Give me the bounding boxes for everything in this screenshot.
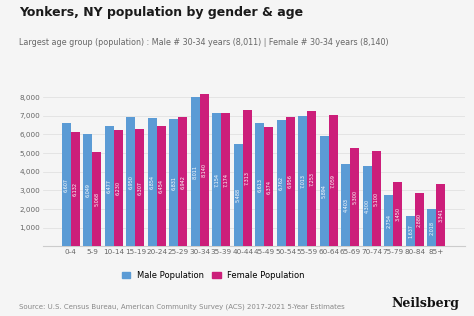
Bar (234, 144, 243, 246)
Bar (157, 126, 166, 246)
Text: 6,049: 6,049 (85, 183, 91, 197)
Bar (62, 123, 71, 246)
Bar (415, 193, 424, 246)
Text: Yonkers, NY population by gender & age: Yonkers, NY population by gender & age (19, 6, 303, 19)
Bar (286, 117, 295, 246)
Text: 6,613: 6,613 (257, 178, 262, 192)
Text: Largest age group (population) : Male # 30-34 years (8,011) | Female # 30-34 yea: Largest age group (population) : Male # … (19, 38, 389, 47)
Text: 6,454: 6,454 (159, 179, 164, 193)
Bar (255, 123, 264, 246)
Bar (350, 148, 359, 246)
Bar (136, 129, 145, 246)
Text: 6,477: 6,477 (107, 179, 112, 193)
Bar (83, 134, 92, 246)
Bar (436, 184, 446, 246)
Text: 6,942: 6,942 (181, 175, 185, 189)
Bar (307, 111, 316, 246)
Text: 4,300: 4,300 (365, 199, 370, 213)
Text: 1,637: 1,637 (408, 224, 413, 238)
Text: 5,894: 5,894 (322, 185, 327, 198)
Text: 7,313: 7,313 (245, 171, 250, 185)
Bar (178, 117, 187, 246)
Bar (148, 118, 157, 246)
Text: 4,403: 4,403 (343, 198, 348, 212)
Text: 2,018: 2,018 (429, 221, 434, 235)
Bar (320, 137, 329, 246)
Text: 7,013: 7,013 (301, 174, 305, 188)
Bar (200, 94, 209, 246)
Legend: Male Population, Female Population: Male Population, Female Population (118, 268, 308, 283)
Text: 3,341: 3,341 (438, 208, 443, 222)
Bar (298, 116, 307, 246)
Text: Source: U.S. Census Bureau, American Community Survey (ACS) 2017-2021 5-Year Est: Source: U.S. Census Bureau, American Com… (19, 303, 345, 310)
Bar (427, 209, 436, 246)
Text: 5,488: 5,488 (236, 188, 241, 202)
Bar (169, 119, 178, 246)
Text: 6,307: 6,307 (137, 181, 142, 195)
Bar (191, 97, 200, 246)
Text: 7,253: 7,253 (310, 172, 314, 186)
Text: 6,607: 6,607 (64, 178, 69, 192)
Text: 2,880: 2,880 (417, 213, 422, 227)
Bar (114, 130, 123, 246)
Bar (105, 125, 114, 246)
Bar (221, 112, 230, 246)
Bar (341, 164, 350, 246)
Text: 2,754: 2,754 (386, 214, 392, 228)
Text: 5,300: 5,300 (352, 190, 357, 204)
Text: 8,140: 8,140 (202, 163, 207, 178)
Text: 5,068: 5,068 (94, 192, 100, 206)
Text: 6,762: 6,762 (279, 176, 284, 190)
Text: 8,011: 8,011 (193, 165, 198, 179)
Text: 6,831: 6,831 (171, 176, 176, 190)
Text: 7,154: 7,154 (214, 173, 219, 187)
Text: Neilsberg: Neilsberg (392, 297, 460, 310)
Bar (71, 132, 80, 246)
Bar (264, 127, 273, 246)
Text: 3,450: 3,450 (395, 207, 401, 221)
Bar (127, 117, 136, 246)
Text: 6,230: 6,230 (116, 181, 121, 195)
Text: 6,854: 6,854 (150, 175, 155, 190)
Bar (393, 182, 402, 246)
Text: 6,132: 6,132 (73, 182, 78, 196)
Bar (92, 152, 101, 246)
Text: 6,956: 6,956 (288, 175, 293, 188)
Bar (243, 110, 252, 246)
Bar (384, 195, 393, 246)
Text: 7,174: 7,174 (223, 173, 228, 186)
Bar (329, 115, 338, 246)
Bar (212, 113, 221, 246)
Bar (406, 216, 415, 246)
Bar (363, 166, 372, 246)
Bar (372, 151, 381, 246)
Text: 6,374: 6,374 (266, 180, 271, 194)
Text: 5,100: 5,100 (374, 192, 379, 206)
Bar (277, 120, 286, 246)
Text: 7,059: 7,059 (331, 173, 336, 187)
Text: 6,950: 6,950 (128, 175, 133, 189)
